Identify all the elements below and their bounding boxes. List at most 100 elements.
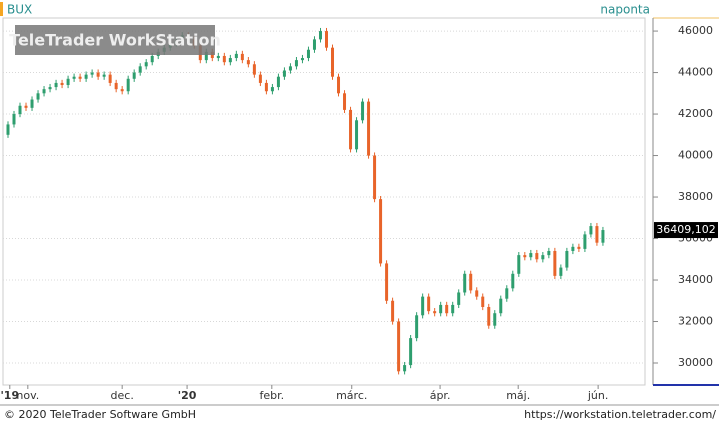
- candle-body: [433, 311, 437, 314]
- candle-body: [144, 62, 148, 67]
- candle-body: [337, 76, 341, 94]
- y-tick-label: 40000: [678, 149, 713, 162]
- candle-body: [571, 246, 575, 251]
- candle-body: [577, 246, 581, 249]
- candle-body: [132, 72, 136, 79]
- candle-body: [601, 230, 605, 243]
- candle-body: [264, 82, 268, 92]
- candle-body: [96, 72, 100, 77]
- candle-body: [90, 72, 94, 75]
- candle-body: [499, 298, 503, 314]
- candle-body: [517, 255, 521, 274]
- candle-body: [331, 47, 335, 77]
- candle-body: [72, 76, 76, 79]
- candle-body: [379, 199, 383, 264]
- candle-body: [24, 105, 28, 108]
- candle-body: [415, 315, 419, 339]
- x-tick-label: jún.: [587, 389, 609, 402]
- y-tick-label: 46000: [678, 24, 713, 37]
- candle-body: [349, 109, 353, 150]
- candle-body: [54, 82, 58, 88]
- y-tick-label: 30000: [678, 356, 713, 369]
- candle-body: [270, 87, 274, 92]
- candle-body: [60, 82, 64, 86]
- candle-body: [535, 253, 539, 260]
- candle-body: [475, 290, 479, 297]
- candle-body: [391, 300, 395, 322]
- candle-body: [529, 253, 533, 258]
- url: https://workstation.teletrader.com/: [524, 408, 716, 421]
- candle-body: [451, 304, 455, 314]
- candle-body: [126, 78, 130, 92]
- candle-body: [457, 292, 461, 305]
- candle-body: [595, 226, 599, 243]
- candle-body: [312, 39, 316, 50]
- watermark-box: [15, 25, 215, 55]
- candle-body: [216, 55, 220, 59]
- candle-body: [324, 31, 328, 48]
- candle-body: [367, 101, 371, 156]
- candle-body: [409, 338, 413, 366]
- candle-body: [234, 53, 238, 59]
- candle-body: [258, 74, 262, 83]
- candle-body: [294, 60, 298, 67]
- candle-body: [469, 273, 473, 291]
- candle-body: [343, 93, 347, 110]
- candle-body: [487, 306, 491, 326]
- candle-body: [559, 267, 563, 276]
- last-price-label: 36409,102: [656, 223, 716, 236]
- candle-body: [421, 296, 425, 316]
- x-tick-label: márc.: [336, 389, 367, 402]
- last-price-box: [654, 222, 718, 239]
- candle-body: [439, 304, 443, 314]
- candle-body: [511, 273, 515, 289]
- candle-body: [204, 51, 208, 61]
- candle-body: [288, 66, 292, 71]
- y-tick-label: 34000: [678, 273, 713, 286]
- candle-body: [18, 105, 22, 115]
- candle-body: [463, 273, 467, 293]
- candle-body: [373, 155, 377, 200]
- candle-body: [78, 76, 82, 79]
- copyright: © 2020 TeleTrader Software GmbH: [4, 408, 196, 421]
- candle-body: [493, 313, 497, 326]
- candle-body: [42, 89, 46, 94]
- candle-body: [589, 226, 593, 235]
- candle-body: [6, 124, 10, 135]
- chart-title: BUX: [7, 3, 32, 17]
- y-tick-label: 32000: [678, 315, 713, 328]
- candle-body: [228, 58, 232, 63]
- chart-subtitle: naponta: [600, 3, 650, 17]
- candle-body: [583, 234, 587, 249]
- x-tick-label: '20: [178, 389, 197, 402]
- candle-body: [403, 365, 407, 372]
- candle-body: [240, 53, 244, 61]
- watermark: TeleTrader WorkStation: [9, 31, 221, 50]
- candle-body: [108, 74, 112, 83]
- candle-body: [300, 58, 304, 61]
- candle-body: [102, 74, 106, 77]
- candle-body: [565, 250, 569, 268]
- candle-body: [12, 114, 16, 125]
- candle-body: [445, 304, 449, 314]
- x-tick-label: ápr.: [430, 389, 451, 402]
- candle-body: [48, 87, 52, 90]
- candle-body: [84, 74, 88, 79]
- candle-body: [30, 99, 34, 108]
- candle-body: [505, 288, 509, 299]
- candle-body: [276, 76, 280, 88]
- candle-body: [523, 255, 527, 258]
- candle-body: [114, 82, 118, 90]
- candle-body: [252, 64, 256, 75]
- candle-body: [553, 250, 557, 276]
- candle-body: [282, 70, 286, 77]
- candle-body: [361, 101, 365, 121]
- candle-body: [138, 66, 142, 73]
- x-tick-label: febr.: [259, 389, 284, 402]
- candle-body: [481, 296, 485, 307]
- candle-body: [547, 250, 551, 256]
- candle-body: [541, 255, 545, 260]
- candle-body: [36, 93, 40, 100]
- x-tick-label: nov.: [16, 389, 39, 402]
